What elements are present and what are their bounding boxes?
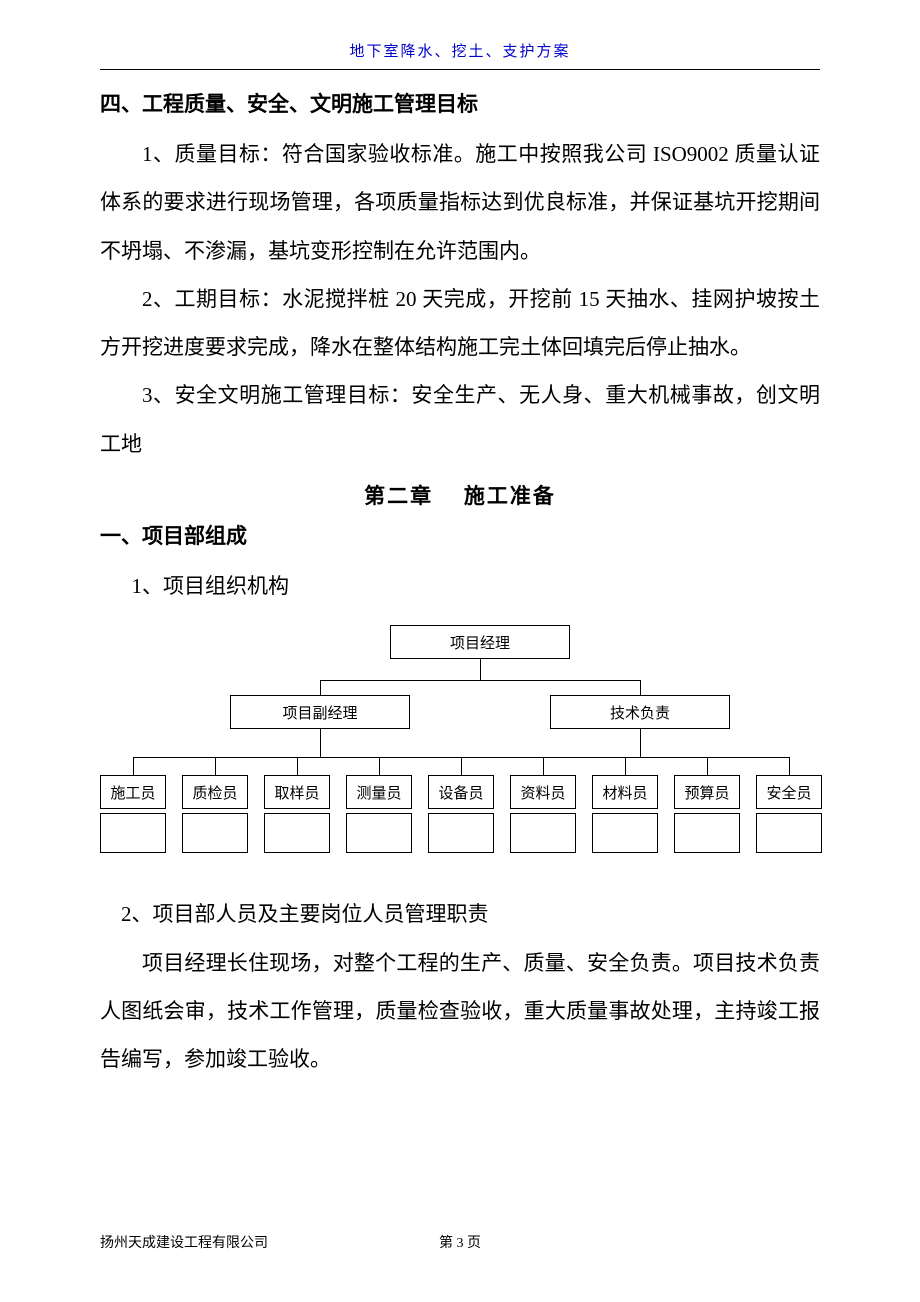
org-leaf-3: 测量员	[346, 775, 412, 809]
org-leaf-empty-8	[756, 813, 822, 853]
section-1-item-2: 2、项目部人员及主要岗位人员管理职责	[100, 890, 820, 938]
org-leaf-empty-7	[674, 813, 740, 853]
org-connector	[480, 659, 481, 680]
org-leaf-7: 预算员	[674, 775, 740, 809]
org-connector	[379, 757, 380, 775]
chapter-2-title: 第二章 施工准备	[100, 480, 820, 510]
org-mid-0: 项目副经理	[230, 695, 410, 729]
org-leaf-empty-4	[428, 813, 494, 853]
header-divider	[100, 69, 820, 70]
org-leaf-0: 施工员	[100, 775, 166, 809]
org-connector	[789, 757, 790, 775]
org-connector	[625, 757, 626, 775]
org-leaf-empty-5	[510, 813, 576, 853]
org-leaf-6: 材料员	[592, 775, 658, 809]
org-leaf-empty-2	[264, 813, 330, 853]
org-connector	[640, 680, 641, 695]
org-connector	[320, 680, 640, 681]
org-leaf-empty-1	[182, 813, 248, 853]
org-connector	[707, 757, 708, 775]
org-connector	[640, 729, 641, 757]
footer-company: 扬州天成建设工程有限公司	[100, 1232, 268, 1252]
org-chart-container: 项目经理项目副经理 技术负责施工员质检员取样员测量员设备员资料员材料员预算员安全员	[100, 625, 820, 865]
section-4-para-1: 1、质量目标：符合国家验收标准。施工中按照我公司 ISO9002 质量认证体系的…	[100, 130, 820, 275]
org-connector	[215, 757, 216, 775]
document-header-title: 地下室降水、挖土、支护方案	[100, 40, 820, 61]
org-leaf-5: 资料员	[510, 775, 576, 809]
section-1-item-1: 1、项目组织机构	[100, 562, 820, 610]
page-footer: 扬州天成建设工程有限公司 第 3 页	[100, 1232, 820, 1252]
footer-page-number: 第 3 页	[439, 1232, 481, 1252]
org-root: 项目经理	[390, 625, 570, 659]
org-leaf-8: 安全员	[756, 775, 822, 809]
org-connector	[320, 680, 321, 695]
section-1-para: 项目经理长住现场，对整个工程的生产、质量、安全负责。项目技术负责人图纸会审，技术…	[100, 939, 820, 1084]
org-leaf-empty-0	[100, 813, 166, 853]
org-leaf-empty-3	[346, 813, 412, 853]
section-4-heading: 四、工程质量、安全、文明施工管理目标	[100, 88, 820, 118]
section-4-para-3: 3、安全文明施工管理目标：安全生产、无人身、重大机械事故，创文明工地	[100, 371, 820, 468]
org-connector	[133, 757, 134, 775]
section-1-heading: 一、项目部组成	[100, 520, 820, 550]
section-4-para-2: 2、工期目标：水泥搅拌桩 20 天完成，开挖前 15 天抽水、挂网护坡按土方开挖…	[100, 275, 820, 372]
org-connector	[543, 757, 544, 775]
org-connector	[461, 757, 462, 775]
org-leaf-1: 质检员	[182, 775, 248, 809]
org-mid-1: 技术负责	[550, 695, 730, 729]
org-connector	[297, 757, 298, 775]
org-connector	[320, 729, 321, 757]
org-leaf-2: 取样员	[264, 775, 330, 809]
org-leaf-empty-6	[592, 813, 658, 853]
org-leaf-4: 设备员	[428, 775, 494, 809]
